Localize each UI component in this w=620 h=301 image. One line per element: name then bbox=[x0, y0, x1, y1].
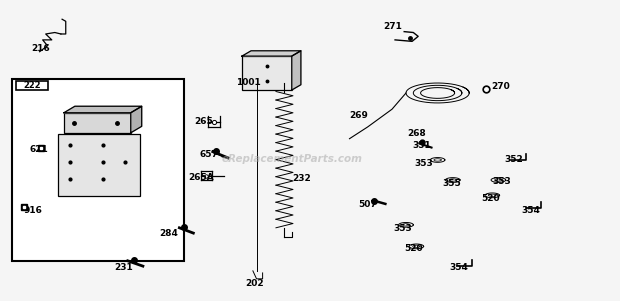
Text: 222: 222 bbox=[23, 81, 40, 90]
Text: 520: 520 bbox=[481, 194, 500, 203]
Text: 520: 520 bbox=[404, 244, 423, 253]
Text: 231: 231 bbox=[114, 262, 133, 272]
Text: 354: 354 bbox=[450, 263, 469, 272]
Text: 1001: 1001 bbox=[236, 78, 260, 87]
Text: 353: 353 bbox=[415, 159, 433, 168]
Text: 916: 916 bbox=[23, 206, 42, 215]
Text: 216: 216 bbox=[31, 44, 50, 53]
Bar bbox=[16, 81, 48, 90]
Polygon shape bbox=[64, 106, 142, 113]
Text: 353: 353 bbox=[492, 177, 511, 186]
Bar bbox=[242, 56, 292, 90]
Text: 657: 657 bbox=[200, 150, 218, 159]
Text: 353: 353 bbox=[394, 224, 412, 233]
Text: 202: 202 bbox=[245, 279, 264, 288]
Polygon shape bbox=[292, 51, 301, 90]
Bar bbox=[58, 134, 140, 196]
Text: 355: 355 bbox=[443, 179, 461, 188]
Text: 270: 270 bbox=[491, 82, 510, 91]
Text: 232: 232 bbox=[292, 174, 311, 183]
Bar bbox=[64, 113, 131, 133]
Text: 265: 265 bbox=[195, 116, 213, 126]
Text: 352: 352 bbox=[505, 155, 523, 164]
Text: 507: 507 bbox=[358, 200, 378, 209]
Text: 354: 354 bbox=[521, 206, 540, 215]
Text: 284: 284 bbox=[159, 228, 178, 237]
Text: 621: 621 bbox=[29, 144, 48, 154]
Text: 268: 268 bbox=[407, 129, 426, 138]
Text: 269: 269 bbox=[350, 110, 368, 119]
Text: 265A: 265A bbox=[188, 173, 214, 182]
Text: 351: 351 bbox=[412, 141, 431, 150]
Polygon shape bbox=[131, 106, 142, 133]
Text: eReplacementParts.com: eReplacementParts.com bbox=[221, 154, 362, 164]
Bar bbox=[12, 79, 184, 261]
Polygon shape bbox=[242, 51, 301, 56]
Text: 271: 271 bbox=[383, 22, 402, 31]
